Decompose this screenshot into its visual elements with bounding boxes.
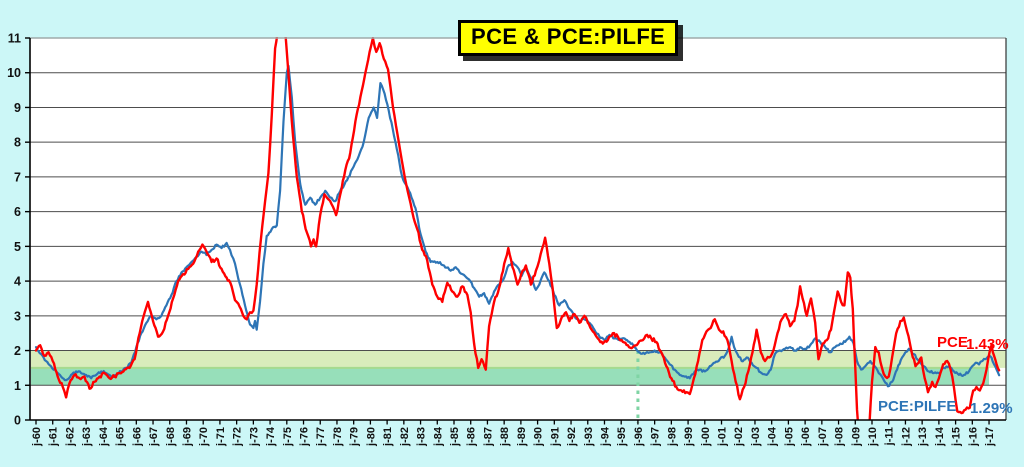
x-tick-label: j-63 <box>81 427 93 447</box>
x-tick-label: j-00 <box>700 427 712 447</box>
x-tick-label: j-07 <box>817 427 829 447</box>
x-tick-label: j-89 <box>516 427 528 447</box>
x-tick-label: j-04 <box>767 426 779 447</box>
x-tick-label: j-70 <box>198 427 210 447</box>
x-tick-label: j-79 <box>349 427 361 447</box>
x-tick-label: j-87 <box>482 427 494 447</box>
y-tick-label: 0 <box>14 414 21 428</box>
x-tick-label: j-92 <box>566 427 578 447</box>
x-tick-label: j-84 <box>432 426 444 447</box>
x-tick-label: j-83 <box>416 427 428 447</box>
x-tick-label: j-13 <box>917 427 929 447</box>
y-tick-label: 4 <box>14 275 21 289</box>
x-tick-label: j-74 <box>265 426 277 447</box>
x-tick-label: j-94 <box>599 426 611 447</box>
y-tick-label: 10 <box>7 66 21 80</box>
x-tick-label: j-69 <box>181 427 193 447</box>
pilfe-end-value: 1.29% <box>970 400 1013 417</box>
y-tick-label: 7 <box>14 170 21 184</box>
x-tick-label: j-11 <box>884 427 896 446</box>
x-tick-label: j-95 <box>616 427 628 447</box>
x-tick-label: j-12 <box>900 427 912 447</box>
band-zone-1.0-1.5 <box>31 367 990 386</box>
x-tick-label: j-14 <box>934 426 946 447</box>
x-tick-label: j-96 <box>633 427 645 447</box>
pilfe-line <box>34 64 1001 388</box>
x-tick-label: j-98 <box>666 427 678 447</box>
pce-line <box>34 37 1001 421</box>
chart-title-text: PCE & PCE:PILFE <box>471 24 666 49</box>
x-tick-label: j-72 <box>232 427 244 447</box>
x-tick-label: j-97 <box>650 427 662 447</box>
x-tick-label: j-61 <box>48 427 60 447</box>
x-tick-label: j-77 <box>315 427 327 447</box>
x-tick-label: j-73 <box>248 427 260 447</box>
x-tick-label: j-67 <box>148 427 160 447</box>
x-tick-label: j-64 <box>98 426 110 447</box>
x-tick-label: j-02 <box>733 427 745 447</box>
y-tick-label: 6 <box>14 205 21 219</box>
y-tick-label: 9 <box>14 101 21 115</box>
x-tick-label: j-93 <box>583 427 595 447</box>
y-tick-label: 2 <box>14 344 21 358</box>
x-tick-label: j-10 <box>867 427 879 447</box>
y-tick-label: 3 <box>14 309 21 323</box>
pce-end-value: 1.43% <box>966 336 1009 353</box>
x-tick-label: j-09 <box>850 427 862 447</box>
x-tick-label: j-06 <box>800 427 812 447</box>
x-tick-label: j-01 <box>717 427 729 447</box>
x-tick-label: j-66 <box>131 427 143 447</box>
x-tick-label: j-62 <box>64 427 76 447</box>
x-tick-label: j-08 <box>834 427 846 447</box>
x-tick-label: j-90 <box>533 427 545 447</box>
x-tick-label: j-85 <box>449 427 461 447</box>
x-tick-label: j-80 <box>365 427 377 447</box>
x-tick-label: j-76 <box>299 427 311 447</box>
y-tick-label: 1 <box>14 379 21 393</box>
x-tick-label: j-60 <box>31 427 43 447</box>
x-tick-label: j-05 <box>783 427 795 447</box>
x-tick-label: j-17 <box>984 427 996 447</box>
y-tick-label: 5 <box>14 240 21 254</box>
x-tick-label: j-03 <box>750 427 762 447</box>
chart-title: PCE & PCE:PILFE <box>458 20 679 56</box>
x-tick-label: j-99 <box>683 427 695 447</box>
x-tick-label: j-82 <box>399 427 411 447</box>
y-tick-label: 11 <box>8 32 21 46</box>
x-tick-label: j-15 <box>951 427 963 447</box>
x-tick-label: j-88 <box>499 427 511 447</box>
y-tick-label: 8 <box>14 136 21 150</box>
x-tick-label: j-71 <box>215 427 227 447</box>
x-tick-label: j-91 <box>549 427 561 447</box>
pce-series-label: PCE <box>937 334 968 351</box>
x-tick-label: j-86 <box>466 427 478 447</box>
x-tick-label: j-81 <box>382 427 394 447</box>
pilfe-series-label: PCE:PILFE <box>878 398 956 415</box>
x-tick-label: j-16 <box>967 427 979 447</box>
x-tick-label: j-65 <box>115 427 127 447</box>
x-tick-label: j-75 <box>282 427 294 447</box>
x-tick-label: j-68 <box>165 427 177 447</box>
x-tick-label: j-78 <box>332 427 344 447</box>
